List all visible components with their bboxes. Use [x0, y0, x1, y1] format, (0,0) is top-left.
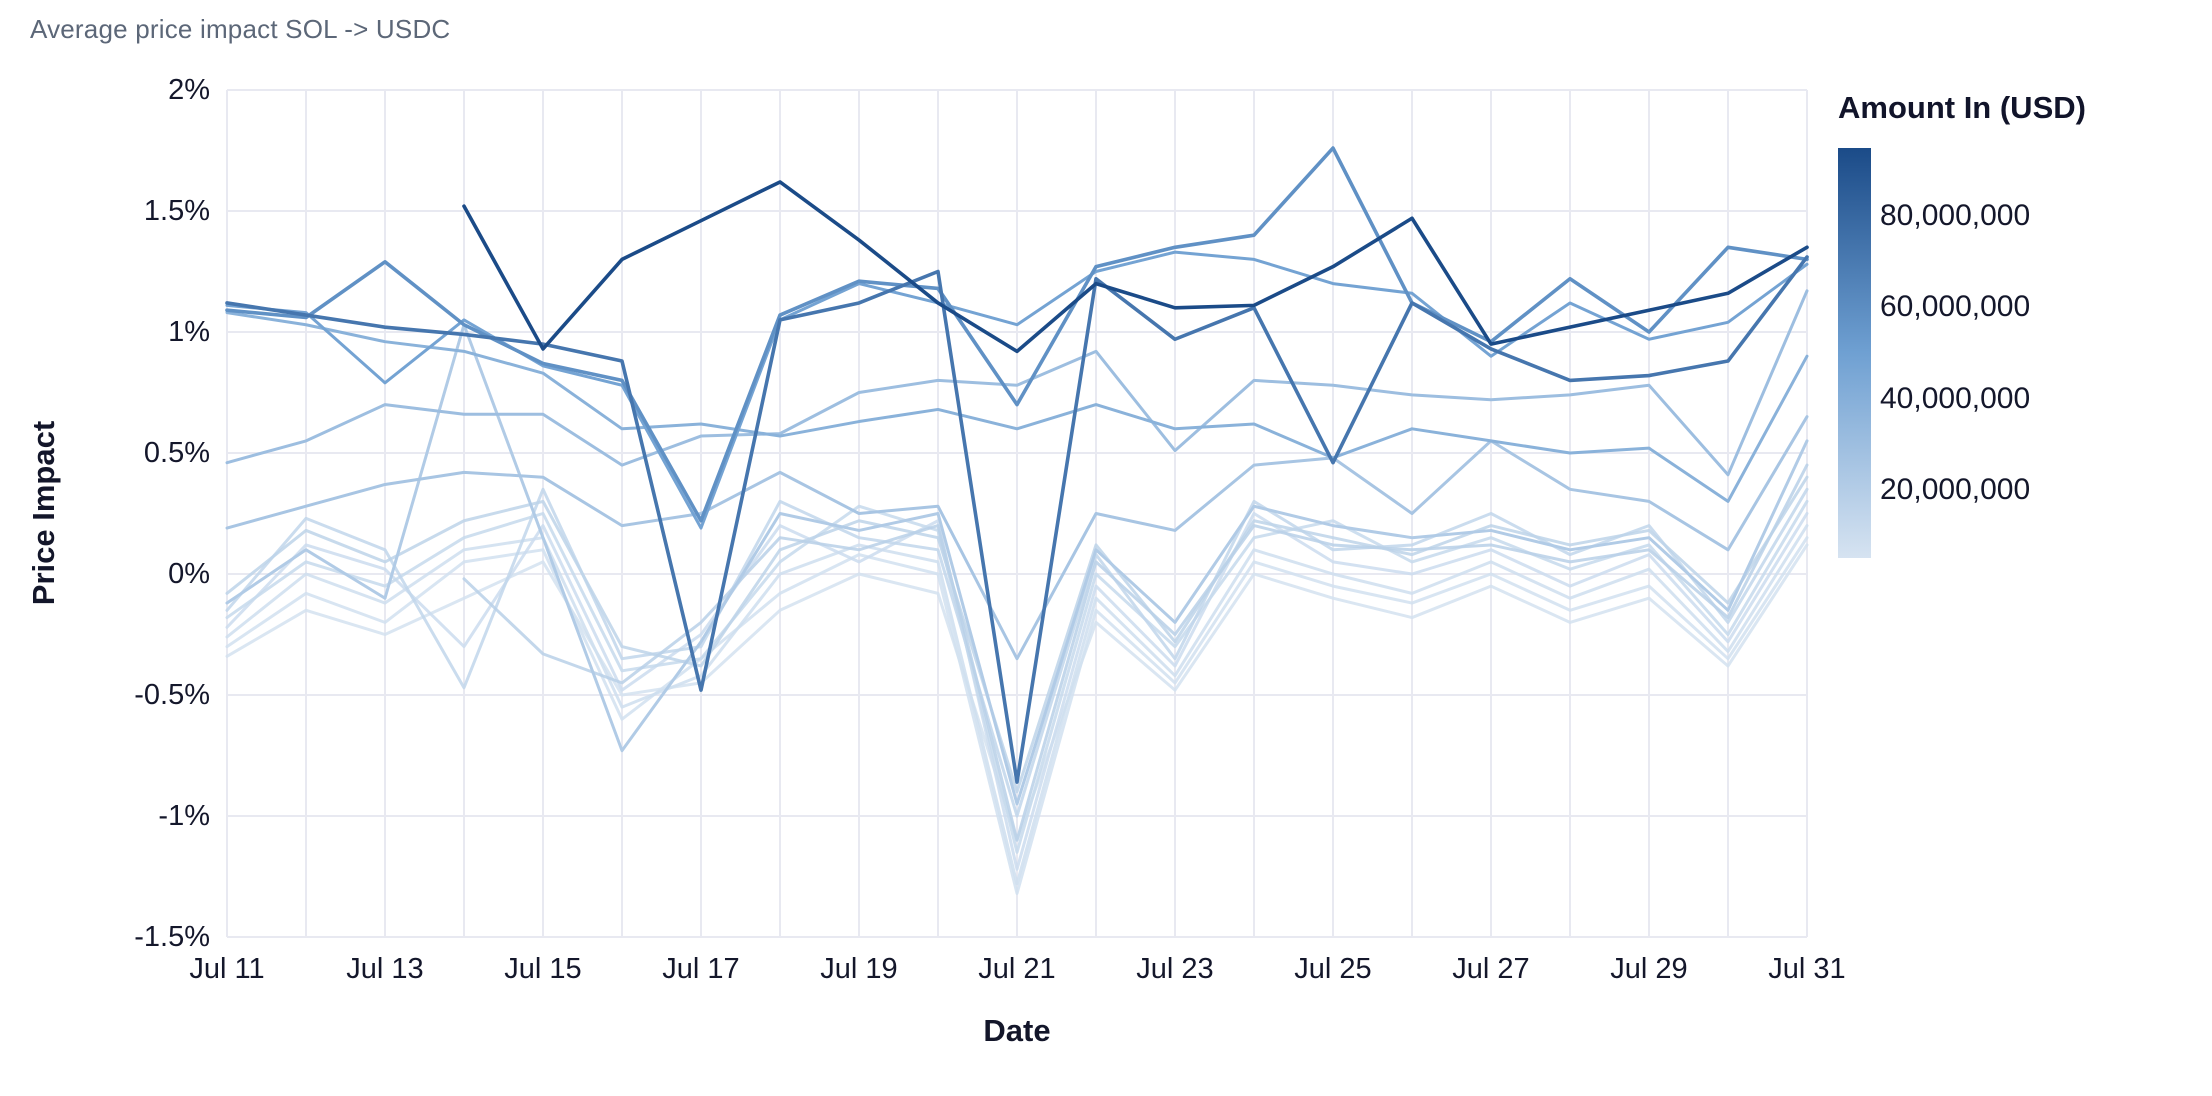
legend-tick-label: 80,000,000	[1880, 199, 2031, 233]
x-tick-label: Jul 29	[1610, 953, 1687, 985]
legend-title: Amount In (USD)	[1838, 90, 2086, 125]
series-line-72000000[interactable]	[225, 255, 1809, 784]
x-tick-label: Jul 21	[978, 953, 1055, 985]
x-tick-label: Jul 15	[504, 953, 581, 985]
series-line-25000000[interactable]	[225, 415, 1809, 661]
y-tick-label: -1.5%	[134, 921, 210, 953]
legend-tick-label: 40,000,000	[1880, 381, 2031, 415]
series-line-38000000[interactable]	[225, 311, 1809, 503]
x-tick-label: Jul 13	[346, 953, 423, 985]
legend-tick-label: 60,000,000	[1880, 290, 2031, 324]
y-tick-label: 1.5%	[144, 195, 210, 227]
x-tick-label: Jul 11	[189, 953, 264, 985]
series-line-48000000[interactable]	[225, 250, 1809, 530]
series-line-10000000[interactable]	[225, 512, 1809, 871]
series-line-16000000[interactable]	[225, 475, 1809, 794]
y-tick-label: 2%	[168, 74, 210, 106]
legend-tick-label: 20,000,000	[1880, 472, 2031, 506]
y-axis-title: Price Impact	[26, 420, 61, 606]
series-line-95000000[interactable]	[462, 180, 1809, 354]
series-line-14000000[interactable]	[225, 487, 1809, 818]
x-tick-label: Jul 19	[820, 953, 897, 985]
series-line-12000000[interactable]	[225, 499, 1809, 854]
series-line-7000000[interactable]	[225, 536, 1809, 895]
x-tick-label: Jul 25	[1294, 953, 1371, 985]
y-tick-label: 1%	[168, 316, 210, 348]
series-line-8500000[interactable]	[225, 524, 1809, 886]
series-line-21000000[interactable]	[225, 323, 1809, 806]
y-tick-label: 0.5%	[144, 437, 210, 469]
x-tick-label: Jul 27	[1452, 953, 1529, 985]
x-tick-label: Jul 23	[1136, 953, 1213, 985]
y-tick-label: -0.5%	[134, 679, 210, 711]
legend-gradient-bar	[1838, 148, 1871, 558]
x-tick-label: Jul 31	[1768, 953, 1845, 985]
y-tick-label: 0%	[168, 558, 210, 590]
y-tick-label: -1%	[158, 800, 210, 832]
chart-title: Average price impact SOL -> USDC	[30, 14, 451, 44]
series-line-30000000[interactable]	[225, 289, 1809, 477]
x-axis-title: Date	[983, 1013, 1051, 1048]
x-tick-label: Jul 17	[662, 953, 739, 985]
